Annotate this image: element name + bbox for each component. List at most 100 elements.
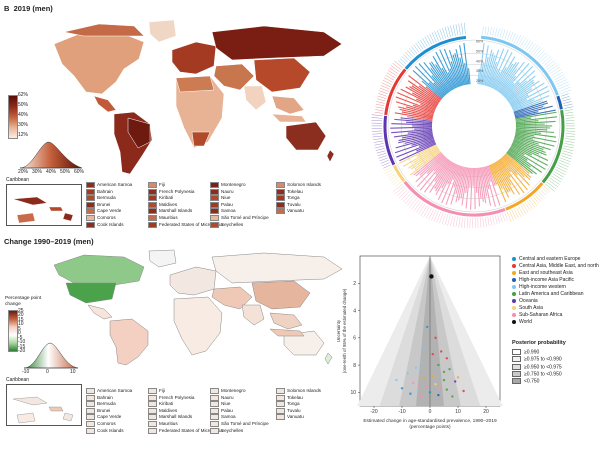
circular-bar xyxy=(399,144,437,164)
country-legend-item: Tuvalu xyxy=(276,407,301,414)
circular-bar xyxy=(512,99,535,110)
circular-bar xyxy=(483,49,493,86)
country-label-mark xyxy=(526,41,534,51)
scatter-point xyxy=(440,387,443,390)
scatter-point xyxy=(431,352,434,356)
circular-bar xyxy=(470,167,473,210)
scatter-point xyxy=(420,361,423,364)
map-europe xyxy=(171,41,217,75)
caribbean-inset-change xyxy=(6,384,82,426)
colorbar-tick: -20 xyxy=(18,348,26,354)
circular-bar xyxy=(507,150,531,168)
country-label-mark xyxy=(515,35,522,45)
country-label-mark xyxy=(377,152,387,157)
country-label-mark xyxy=(563,103,573,107)
x-tick-label: -20 xyxy=(370,409,377,415)
circular-bar xyxy=(412,147,439,164)
circular-bar xyxy=(474,167,476,210)
scatter-point xyxy=(434,382,437,386)
country-label-mark xyxy=(565,117,575,119)
country-label-mark xyxy=(398,60,405,67)
circular-bar xyxy=(490,49,509,88)
country-label-mark xyxy=(409,48,416,56)
country-legend-item: Solomon Islands xyxy=(276,388,321,394)
circular-bar xyxy=(508,148,528,161)
map-canada-change xyxy=(53,254,145,286)
country-label-mark xyxy=(487,26,490,36)
y-tick-label: 6 xyxy=(353,336,356,342)
circular-bar xyxy=(477,68,480,85)
country-label-mark xyxy=(558,84,570,90)
country-label-mark xyxy=(530,44,539,54)
circular-bar xyxy=(399,108,434,118)
circular-bar xyxy=(450,166,463,205)
country-label-mark xyxy=(391,177,399,183)
scatter-point xyxy=(429,274,434,279)
scatter-point xyxy=(451,395,454,398)
country-label-mark xyxy=(538,52,547,61)
country-label-mark xyxy=(563,148,574,152)
circular-bar xyxy=(497,62,520,92)
circular-bar xyxy=(505,152,530,174)
country-label-mark xyxy=(543,58,553,67)
circular-bar xyxy=(428,82,445,98)
country-label-mark xyxy=(376,150,386,154)
country-legend-item: Seychelles xyxy=(210,221,243,228)
circular-bar xyxy=(419,157,448,191)
circular-bar xyxy=(495,63,514,91)
colorbar-tick: 40% xyxy=(18,112,29,118)
map-brazil xyxy=(127,117,151,149)
country-label-mark xyxy=(552,173,563,180)
circular-bar xyxy=(511,98,528,108)
country-legend-item: Seychelles xyxy=(210,427,243,434)
circular-bar xyxy=(495,161,512,185)
circular-bar xyxy=(492,163,509,193)
circular-bar xyxy=(503,65,534,97)
circular-bar xyxy=(457,167,466,201)
country-label-mark xyxy=(394,60,403,69)
scatter-point xyxy=(456,376,460,379)
circle-tick-label: 60% xyxy=(476,40,484,44)
circular-bar xyxy=(479,167,487,204)
x-tick-label: 10 xyxy=(455,409,461,415)
country-legend-item: Mauritius xyxy=(148,421,178,427)
x-tick-label: 20 xyxy=(483,409,489,415)
map-south-asia xyxy=(243,85,267,111)
country-label-mark xyxy=(558,162,569,168)
country-label-mark xyxy=(418,203,426,215)
circular-bar xyxy=(402,146,438,167)
country-label-mark xyxy=(382,80,392,85)
circular-bar xyxy=(393,131,433,138)
country-label-mark xyxy=(371,130,383,132)
circular-bar xyxy=(435,64,453,91)
circular-bar xyxy=(513,100,542,112)
circular-bar xyxy=(511,143,549,161)
map-indonesia-change xyxy=(269,328,305,337)
circular-bar xyxy=(441,164,459,204)
country-legend-item: Bermuda xyxy=(86,401,116,408)
circular-bar xyxy=(515,111,557,120)
circular-bar xyxy=(408,148,440,169)
region-legend-item: World xyxy=(512,319,598,326)
country-label-mark xyxy=(409,197,418,208)
country-label-mark xyxy=(390,65,400,73)
country-legend-item: American Samoa xyxy=(86,182,132,188)
circular-bar xyxy=(435,162,455,196)
colorbar-tick: 0 xyxy=(18,330,21,337)
y-axis-label-units: (one-tenth of 95% of the estimated chang… xyxy=(342,288,347,373)
circular-bar xyxy=(430,61,452,92)
circular-bar xyxy=(489,164,507,203)
map-central-america-change xyxy=(87,304,113,320)
country-label-mark xyxy=(513,208,519,219)
circular-bar xyxy=(452,164,460,180)
circular-bar xyxy=(499,61,525,94)
circular-bar xyxy=(514,105,544,116)
country-label-mark xyxy=(464,22,466,35)
circular-bar xyxy=(461,167,469,206)
country-label-mark xyxy=(497,28,500,38)
map-indonesia xyxy=(271,113,307,123)
circular-bar xyxy=(491,163,510,198)
posterior-legend-item: ≥0.975 to <0.990 xyxy=(512,356,598,363)
circular-bar xyxy=(508,88,533,104)
country-label-mark xyxy=(509,210,514,221)
